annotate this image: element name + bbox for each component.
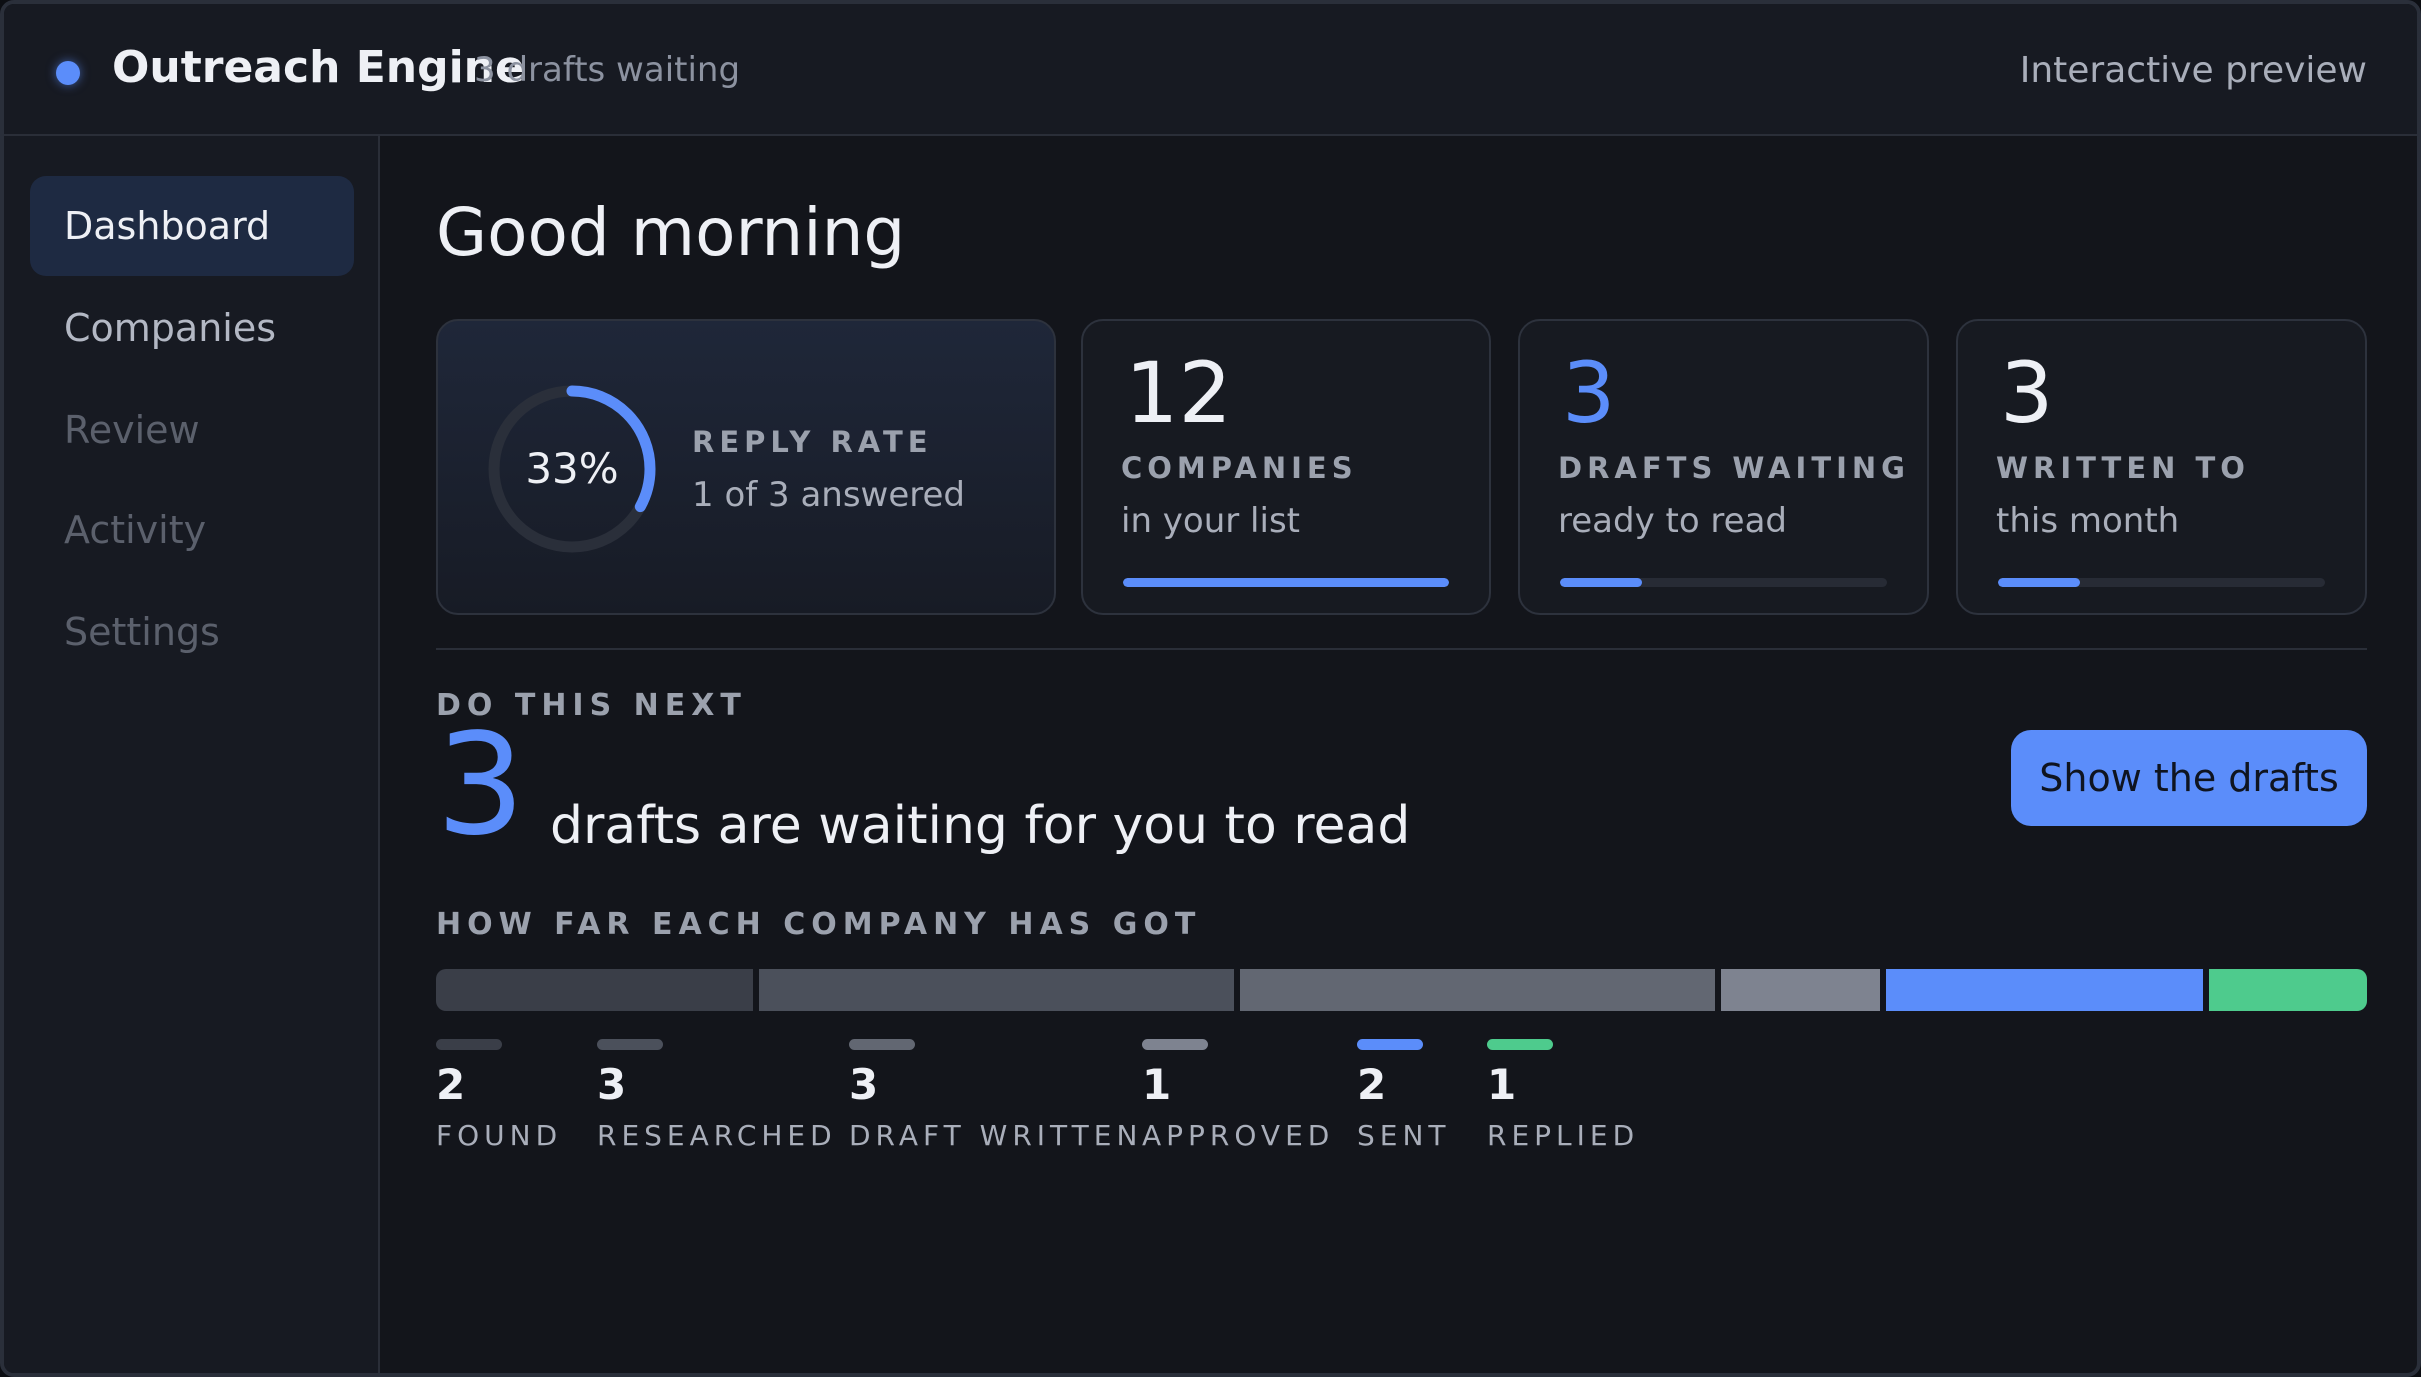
stat-card-written-to[interactable]: 3 WRITTEN TO this month: [1956, 319, 2367, 615]
status-dot-icon: [56, 61, 80, 85]
stat-card-drafts-waiting[interactable]: 3 DRAFTS WAITING ready to read: [1518, 319, 1929, 615]
legend-swatch: [1142, 1039, 1208, 1050]
pipeline-label: HOW FAR EACH COMPANY HAS GOT: [436, 907, 1202, 942]
reply-rate-ring-progress: [488, 385, 656, 553]
stat-card-number: 3: [2000, 344, 2054, 442]
pipeline-legend-item: 1 APPROVED: [1142, 1039, 1334, 1152]
pipeline-legend-item: 3 RESEARCHED: [597, 1039, 837, 1152]
pipeline-stage-bar: [436, 969, 2367, 1011]
reply-rate-ring: [488, 385, 656, 553]
stat-card-number: 3: [1562, 344, 1616, 442]
pipeline-segment-sent[interactable]: [1885, 969, 2203, 1011]
show-drafts-button[interactable]: Show the drafts: [2011, 730, 2367, 826]
legend-stage-name: FOUND: [436, 1119, 563, 1152]
section-divider: [436, 648, 2367, 650]
interactive-preview-label: Interactive preview: [2019, 50, 2367, 91]
stat-card-progress-fill: [1998, 578, 2080, 587]
sidebar-item-settings[interactable]: Settings: [64, 610, 220, 654]
stat-card-progress-track: [1123, 578, 1449, 587]
stat-card-sub: in your list: [1121, 501, 1300, 541]
legend-count: 2: [436, 1060, 466, 1109]
stat-card-sub: this month: [1996, 501, 2180, 541]
sidebar: Dashboard Companies Review Activity Sett…: [4, 136, 380, 1373]
app-title: Outreach Engine: [112, 42, 525, 93]
stat-card-progress-track: [1560, 578, 1887, 587]
legend-count: 2: [1357, 1060, 1387, 1109]
sidebar-item-activity[interactable]: Activity: [64, 508, 207, 552]
drafts-waiting-message: drafts are waiting for you to read: [550, 796, 1411, 856]
stat-card-label: WRITTEN TO: [1996, 451, 2250, 485]
pipeline-segment-found[interactable]: [436, 969, 753, 1011]
legend-count: 1: [1487, 1060, 1517, 1109]
legend-count: 1: [1142, 1060, 1172, 1109]
pipeline-legend-item: 1 REPLIED: [1487, 1039, 1639, 1152]
stat-card-progress-track: [1998, 578, 2325, 587]
legend-stage-name: RESEARCHED: [597, 1119, 837, 1152]
legend-swatch: [436, 1039, 502, 1050]
top-bar: Outreach Engine 3 drafts waiting Interac…: [4, 4, 2417, 136]
legend-count: 3: [597, 1060, 627, 1109]
pipeline-legend-item: 2 FOUND: [436, 1039, 562, 1152]
legend-swatch: [849, 1039, 915, 1050]
legend-stage-name: DRAFT WRITTEN: [849, 1119, 1143, 1152]
drafts-waiting-subtitle: 3 drafts waiting: [474, 50, 741, 90]
stat-card-number: 12: [1125, 344, 1232, 442]
legend-swatch: [597, 1039, 663, 1050]
pipeline-segment-researched[interactable]: [758, 969, 1235, 1011]
reply-rate-percent: 33%: [525, 444, 619, 493]
legend-swatch: [1487, 1039, 1553, 1050]
legend-stage-name: APPROVED: [1142, 1119, 1335, 1152]
sidebar-item-review[interactable]: Review: [64, 408, 200, 452]
main-content: Good morning 33% REPLY RATE 1 of 3 answe…: [382, 136, 2417, 1373]
drafts-count: 3: [436, 704, 526, 867]
stat-card-label: COMPANIES: [1121, 451, 1358, 485]
pipeline-segment-replied[interactable]: [2208, 969, 2367, 1011]
pipeline-segment-approved[interactable]: [1721, 969, 1880, 1011]
stat-card-companies[interactable]: 12 COMPANIES in your list: [1081, 319, 1491, 615]
legend-stage-name: REPLIED: [1487, 1119, 1640, 1152]
stat-card-progress-fill: [1123, 578, 1449, 587]
stat-card-progress-fill: [1560, 578, 1642, 587]
page-title: Good morning: [436, 194, 906, 271]
pipeline-legend-item: 3 DRAFT WRITTEN: [849, 1039, 1142, 1152]
pipeline-segment-draft-written[interactable]: [1240, 969, 1716, 1011]
sidebar-item-dashboard[interactable]: Dashboard: [30, 176, 354, 276]
legend-stage-name: SENT: [1357, 1119, 1451, 1152]
legend-count: 3: [849, 1060, 879, 1109]
reply-rate-label: REPLY RATE: [692, 425, 933, 459]
reply-rate-sub: 1 of 3 answered: [692, 475, 966, 515]
stat-card-label: DRAFTS WAITING: [1558, 451, 1910, 485]
reply-rate-card[interactable]: 33% REPLY RATE 1 of 3 answered: [436, 319, 1056, 615]
do-this-next-label: DO THIS NEXT: [436, 688, 747, 723]
stat-card-sub: ready to read: [1558, 501, 1788, 541]
legend-swatch: [1357, 1039, 1423, 1050]
pipeline-legend-item: 2 SENT: [1357, 1039, 1451, 1152]
sidebar-item-companies[interactable]: Companies: [64, 306, 277, 350]
